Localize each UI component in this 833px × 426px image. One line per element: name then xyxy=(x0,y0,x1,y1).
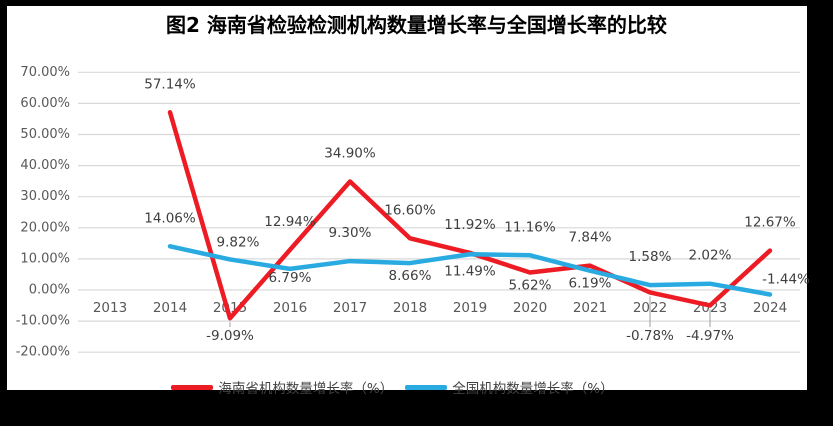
y-axis-tick-label: 40.00% xyxy=(20,158,70,173)
data-label-hainan: 57.14% xyxy=(144,76,196,92)
x-axis-tick-label: 2015 xyxy=(213,300,247,316)
data-label-national: 9.30% xyxy=(329,225,372,241)
data-label-national: -1.44% xyxy=(762,271,810,287)
data-label-hainan: 12.67% xyxy=(744,215,796,231)
data-label-national: 11.49% xyxy=(444,263,496,279)
data-label-hainan: 34.90% xyxy=(324,145,376,161)
x-axis-tick-label: 2014 xyxy=(153,300,187,316)
data-label-hainan: -4.97% xyxy=(686,328,734,344)
chart-title: 图2 海南省检验检测机构数量增长率与全国增长率的比较 xyxy=(166,13,667,37)
chart-panel xyxy=(7,6,807,390)
data-label-hainan: 7.84% xyxy=(569,230,612,246)
y-axis-tick-label: 20.00% xyxy=(20,220,70,235)
data-label-hainan: 16.60% xyxy=(384,202,436,218)
series-line-national xyxy=(167,244,773,297)
y-axis-tick-label: 10.00% xyxy=(20,251,70,266)
data-label-national: 9.82% xyxy=(217,234,260,250)
y-axis-tick-label: 70.00% xyxy=(20,65,70,80)
data-label-national: 1.58% xyxy=(629,249,672,265)
legend: 海南省机构数量增长率（%） 全国机构数量增长率（%） xyxy=(0,377,809,397)
legend-item-national: 全国机构数量增长率（%） xyxy=(405,377,614,397)
y-axis-tick-label: 50.00% xyxy=(20,127,70,142)
data-label-national: 6.79% xyxy=(269,270,312,286)
x-axis-tick-label: 2020 xyxy=(513,300,547,316)
data-label-national: 11.16% xyxy=(504,219,556,235)
data-label-national: 6.19% xyxy=(569,276,612,292)
x-axis-tick-label: 2019 xyxy=(453,300,487,316)
y-axis-tick-label: 30.00% xyxy=(20,189,70,204)
data-label-hainan: 5.62% xyxy=(509,278,552,294)
data-label-hainan: -9.09% xyxy=(206,328,254,344)
legend-item-hainan: 海南省机构数量增长率（%） xyxy=(171,377,393,397)
legend-label-hainan: 海南省机构数量增长率（%） xyxy=(218,381,394,397)
x-axis-tick-label: 2018 xyxy=(393,300,427,316)
data-label-national: 2.02% xyxy=(689,248,732,264)
legend-swatch-national-line xyxy=(405,384,448,390)
x-axis-tick-label: 2017 xyxy=(333,300,367,316)
x-axis-tick-label: 2016 xyxy=(273,300,307,316)
x-axis-tick-label: 2024 xyxy=(753,300,787,316)
data-label-national: 8.66% xyxy=(389,268,432,284)
y-axis-tick-label: -20.00% xyxy=(16,345,70,360)
series-line-hainan xyxy=(167,110,773,321)
data-label-hainan: 11.92% xyxy=(444,217,496,233)
data-label-hainan: 12.94% xyxy=(264,214,316,230)
legend-label-national: 全国机构数量增长率（%） xyxy=(452,381,614,397)
x-axis-tick-label: 2021 xyxy=(573,300,607,316)
y-axis-tick-label: 0.00% xyxy=(29,283,70,298)
data-label-hainan: -0.78% xyxy=(626,328,674,344)
y-axis-tick-label: 60.00% xyxy=(20,96,70,111)
legend-swatch-hainan-line xyxy=(171,384,214,390)
y-axis-tick-label: -10.00% xyxy=(16,314,70,329)
x-axis-tick-label: 2013 xyxy=(93,300,127,316)
data-label-national: 14.06% xyxy=(144,210,196,226)
